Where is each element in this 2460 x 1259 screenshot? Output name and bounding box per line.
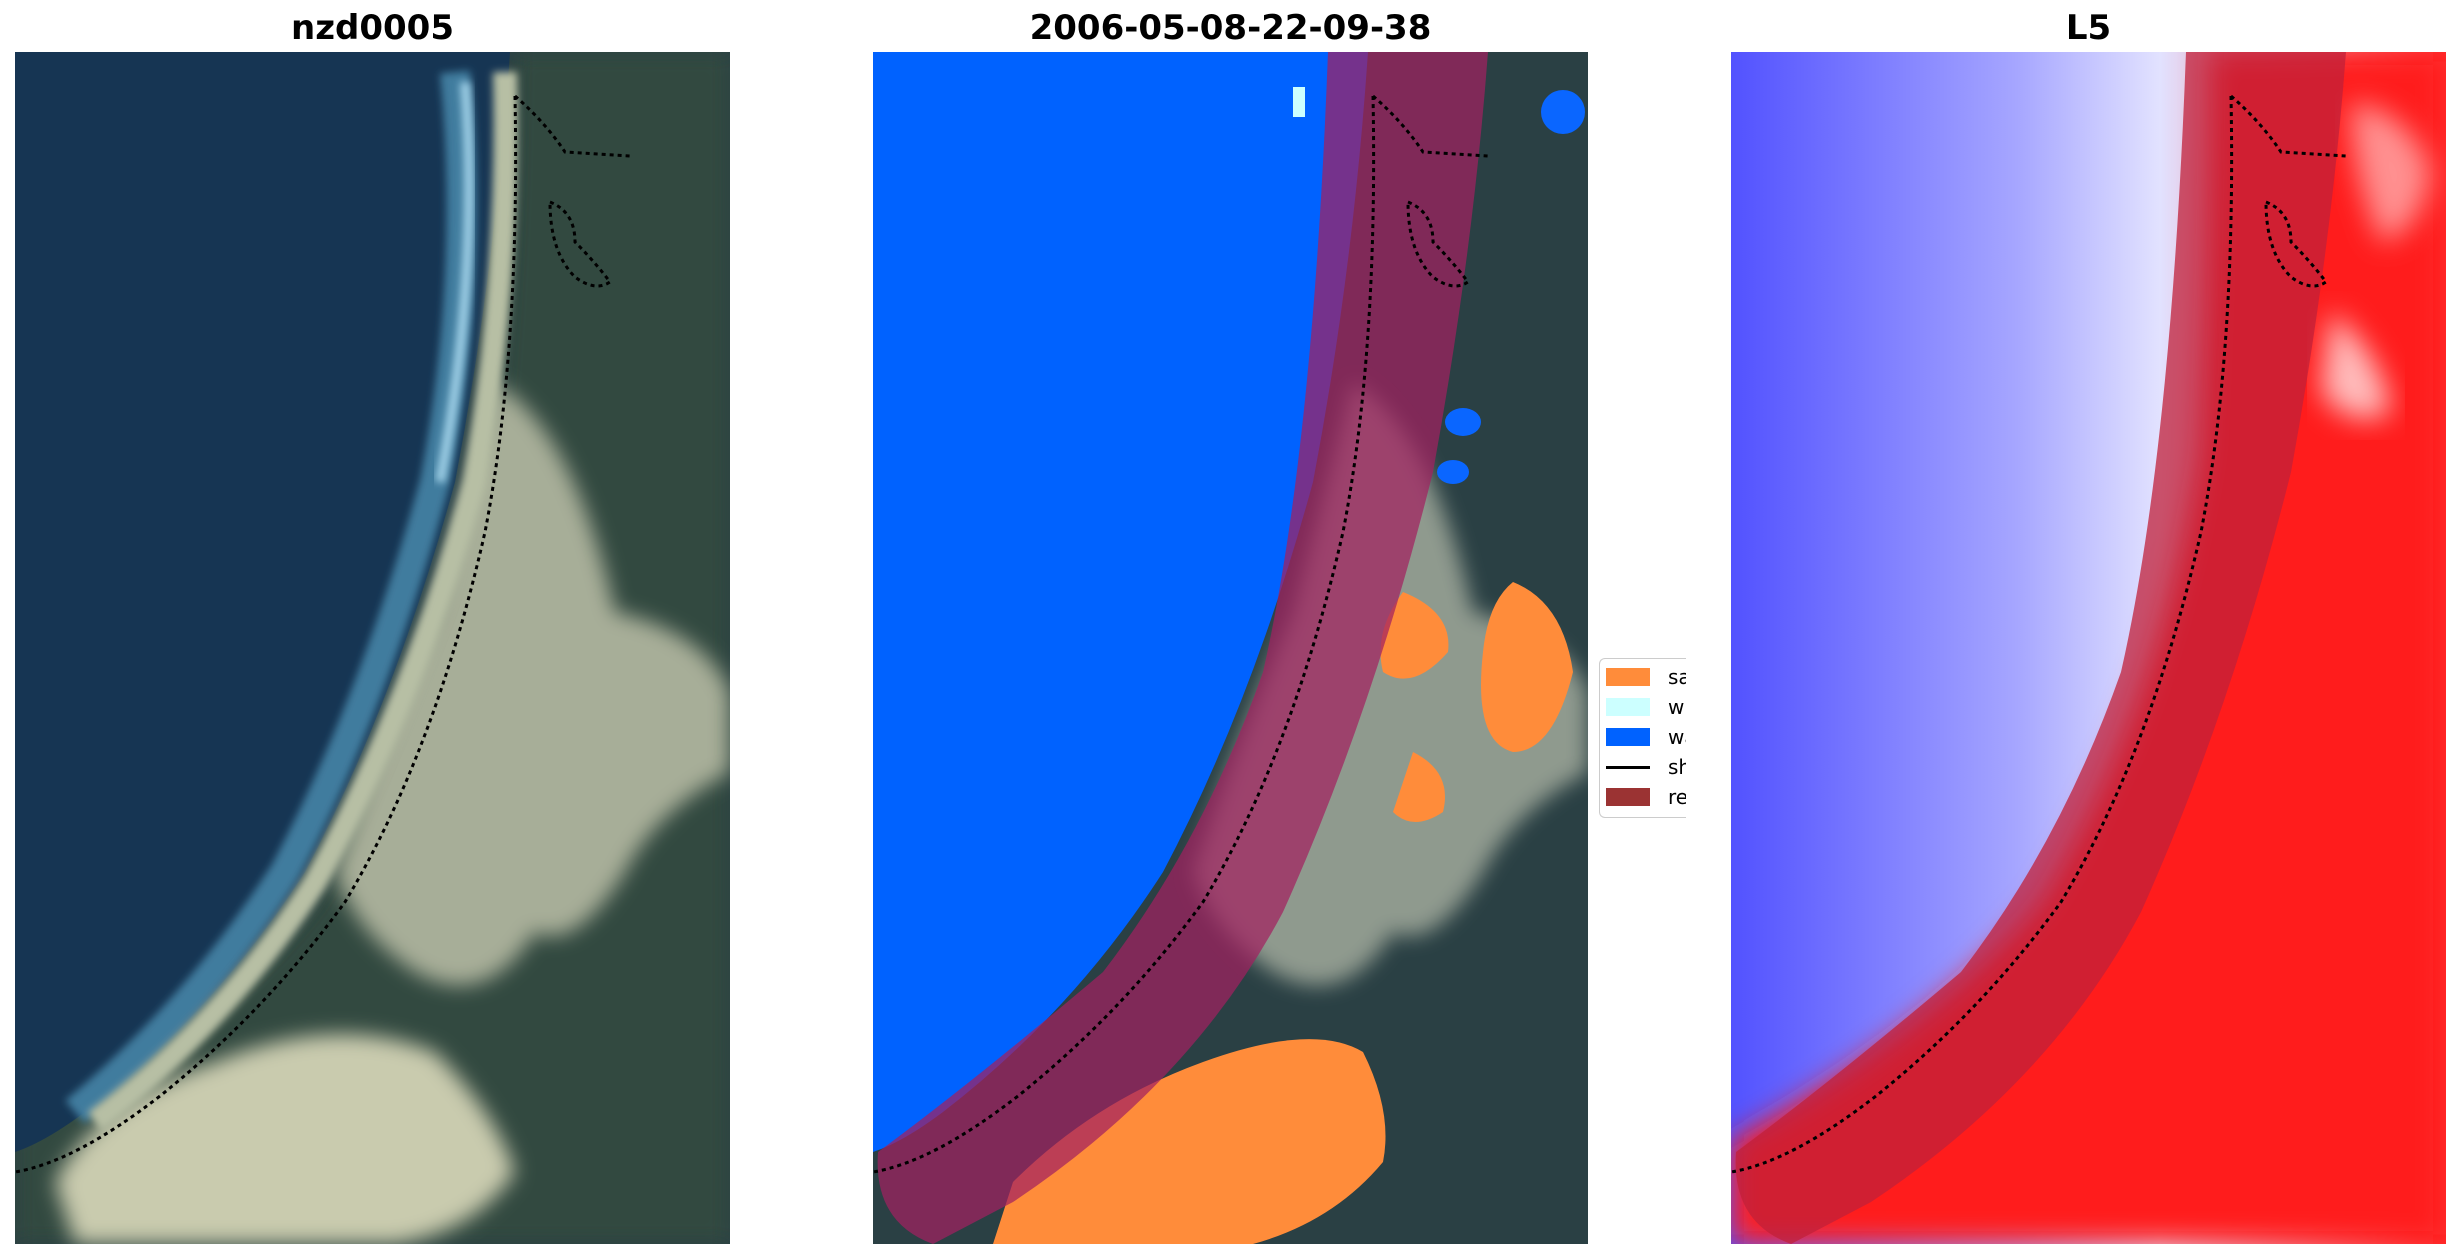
legend-item-shoreline: shoreline (1606, 755, 1686, 779)
legend-label: shoreline (1668, 755, 1686, 779)
classified-image (873, 52, 1588, 1244)
water-class (873, 52, 1368, 1152)
legend-label: reference shoreline buffer (1668, 785, 1686, 809)
rgb-image-panel (15, 52, 730, 1244)
legend-item-reference-buffer: reference shoreline buffer (1606, 785, 1686, 809)
legend-item-sand: sand (1606, 665, 1686, 689)
legend-label: sand (1668, 665, 1686, 689)
panel-title-rgb: nzd0005 (291, 8, 454, 48)
rgb-satellite-image (15, 52, 730, 1244)
reference-buffer (877, 52, 1488, 1244)
index-image (1731, 52, 2446, 1244)
shoreline-line (15, 94, 631, 1174)
sand-class (993, 1039, 1386, 1244)
legend-label: whitewater (1668, 695, 1686, 719)
legend-label: water (1668, 725, 1686, 749)
legend-item-whitewater: whitewater (1606, 695, 1686, 719)
classified-image-panel (873, 52, 1588, 1244)
index-image-panel (1731, 52, 2446, 1244)
legend: sand whitewater water shoreline referenc… (1599, 658, 1686, 818)
legend-item-water: water (1606, 725, 1686, 749)
panel-title-index: L5 (2065, 8, 2112, 48)
panel-title-classified: 2006-05-08-22-09-38 (1029, 8, 1432, 48)
